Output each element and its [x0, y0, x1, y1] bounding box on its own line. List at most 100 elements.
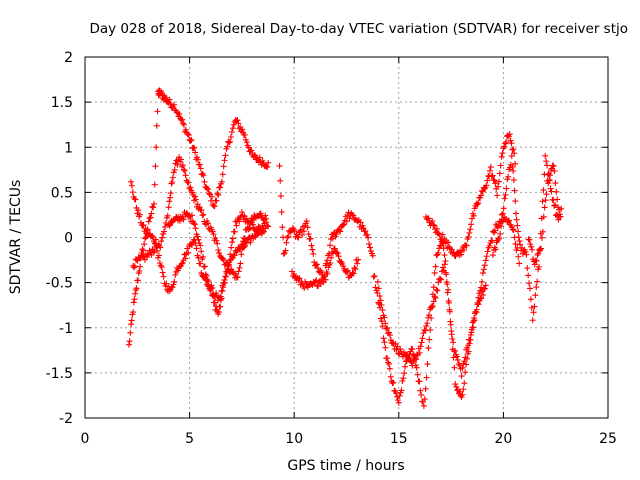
data-point [178, 156, 184, 163]
data-point [372, 284, 379, 291]
data-point [304, 224, 311, 231]
data-point [394, 393, 401, 400]
data-point [163, 280, 170, 287]
data-point [492, 246, 499, 253]
data-point [136, 211, 143, 218]
data-point [164, 212, 171, 219]
data-point [515, 228, 522, 235]
data-point [187, 184, 194, 191]
data-point [547, 185, 554, 192]
data-point [423, 374, 430, 381]
data-point [326, 242, 333, 249]
data-point [487, 164, 494, 171]
data-point [477, 194, 484, 201]
data-point [529, 246, 536, 253]
data-point [301, 285, 308, 292]
data-point [517, 241, 524, 248]
data-point [128, 321, 135, 328]
data-point [498, 153, 505, 160]
data-point [424, 320, 431, 327]
data-point [226, 259, 233, 266]
data-point [277, 177, 284, 184]
data-point [185, 249, 192, 256]
data-point [171, 166, 178, 173]
data-point [182, 172, 189, 179]
data-point [197, 165, 204, 172]
x-tick-label: 15 [390, 431, 408, 447]
data-point [380, 335, 387, 342]
data-point [441, 252, 448, 259]
data-point [495, 178, 502, 185]
data-point [516, 238, 523, 245]
data-point [428, 304, 435, 311]
data-point [390, 379, 397, 386]
data-point [409, 346, 416, 353]
data-point [435, 230, 442, 237]
data-point [545, 180, 552, 187]
data-point [452, 381, 459, 388]
data-point [448, 328, 455, 335]
data-point [245, 218, 252, 225]
data-point [227, 138, 234, 145]
data-point [277, 193, 284, 200]
data-point [374, 289, 381, 296]
data-point [194, 156, 201, 163]
series-track-k [525, 162, 562, 268]
data-point [159, 234, 166, 241]
data-point [144, 227, 151, 234]
data-point [231, 228, 238, 235]
data-point [198, 207, 205, 214]
data-point [285, 233, 292, 240]
data-point [145, 218, 152, 225]
data-point [492, 180, 499, 187]
data-point [150, 249, 157, 256]
data-point [166, 198, 173, 205]
data-point [233, 222, 240, 229]
data-point [416, 349, 423, 356]
data-point [490, 176, 497, 183]
data-point [264, 164, 271, 171]
data-point [425, 215, 432, 222]
data-point [158, 264, 165, 271]
data-point [535, 263, 542, 270]
data-point [217, 184, 224, 191]
x-tick-label: 0 [81, 431, 90, 447]
data-point [222, 152, 229, 159]
data-point [234, 274, 241, 281]
data-point [159, 269, 166, 276]
data-point [514, 222, 521, 229]
data-point [551, 168, 558, 175]
data-point [539, 228, 546, 235]
data-point [256, 154, 263, 161]
data-point [136, 268, 143, 275]
data-point [148, 210, 155, 217]
data-point [180, 216, 187, 223]
data-point [140, 222, 147, 229]
data-point [127, 329, 134, 336]
data-point [220, 257, 227, 264]
data-point [196, 161, 203, 168]
data-point [343, 268, 350, 275]
data-point [528, 243, 535, 250]
data-point [245, 144, 252, 151]
data-point [500, 205, 507, 212]
data-point [330, 230, 337, 237]
data-point [131, 264, 138, 271]
data-point [203, 272, 210, 279]
data-point [480, 266, 487, 273]
data-point [502, 191, 509, 198]
data-point [262, 212, 269, 219]
data-point [366, 244, 373, 251]
data-point [357, 219, 364, 226]
data-point [545, 170, 552, 177]
data-point [425, 314, 432, 321]
data-point [460, 247, 467, 254]
series-track-j [489, 152, 565, 324]
data-point [501, 195, 508, 202]
data-point [141, 241, 148, 248]
data-point [201, 263, 208, 270]
data-point [385, 360, 392, 367]
data-point [152, 240, 159, 247]
data-point [510, 227, 517, 234]
data-point [137, 263, 144, 270]
